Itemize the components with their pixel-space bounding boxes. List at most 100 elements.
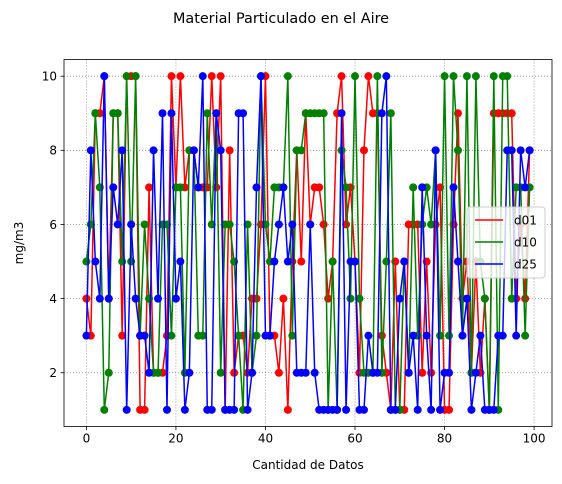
data-point-d10 <box>489 72 498 81</box>
y-tick-label: 6 <box>49 218 57 232</box>
data-point-d10 <box>507 294 516 303</box>
legend-label-d01: d01 <box>514 214 537 228</box>
data-point-d25 <box>391 405 400 414</box>
plot-frame <box>63 59 553 427</box>
data-point-d10 <box>198 331 207 340</box>
data-point-d25 <box>230 405 239 414</box>
data-point-d10 <box>176 183 185 192</box>
data-point-d10 <box>154 368 163 377</box>
data-point-d10 <box>145 294 154 303</box>
data-point-d01 <box>319 220 328 229</box>
data-point-d25 <box>256 72 265 81</box>
data-point-d25 <box>189 146 198 155</box>
data-point-d25 <box>342 405 351 414</box>
data-point-d10 <box>440 72 449 81</box>
data-point-d10 <box>243 220 252 229</box>
data-point-d10 <box>167 331 176 340</box>
data-point-d25 <box>462 294 471 303</box>
data-point-d25 <box>270 257 279 266</box>
data-point-d10 <box>297 146 306 155</box>
data-point-d10 <box>480 294 489 303</box>
data-point-d25 <box>310 368 319 377</box>
data-point-d01 <box>297 257 306 266</box>
series-line-d25 <box>85 75 531 411</box>
data-point-d10 <box>82 257 91 266</box>
data-point-d25 <box>131 294 140 303</box>
data-point-d25 <box>145 368 154 377</box>
data-point-d10 <box>449 72 458 81</box>
data-point-d25 <box>91 257 100 266</box>
data-point-d25 <box>498 331 507 340</box>
data-point-d10 <box>355 294 364 303</box>
data-point-d10 <box>288 331 297 340</box>
legend: d01 d10 d25 <box>466 206 546 279</box>
data-point-d25 <box>351 257 360 266</box>
data-point-d25 <box>283 257 292 266</box>
data-point-d25 <box>525 146 534 155</box>
data-point-d25 <box>395 294 404 303</box>
data-point-d25 <box>476 331 485 340</box>
tick-layer: 0 20 40 60 80 100 2 4 6 8 10 <box>42 69 546 445</box>
y-tick-label: 8 <box>49 144 57 158</box>
data-point-d25 <box>198 72 207 81</box>
data-point-d25 <box>86 146 95 155</box>
data-point-d10 <box>521 331 530 340</box>
legend-label-d10: d10 <box>514 236 537 250</box>
data-point-d25 <box>418 183 427 192</box>
y-tick-label: 2 <box>49 366 57 380</box>
data-point-d25 <box>248 368 257 377</box>
data-point-d25 <box>288 220 297 229</box>
data-point-d25 <box>445 368 454 377</box>
data-point-d25 <box>301 368 310 377</box>
data-point-d25 <box>82 331 91 340</box>
data-point-d25 <box>400 257 409 266</box>
data-point-d10 <box>113 109 122 118</box>
data-point-d10 <box>427 220 436 229</box>
data-point-d25 <box>167 109 176 118</box>
data-point-d25 <box>104 294 113 303</box>
data-point-d25 <box>409 331 418 340</box>
data-point-d10 <box>162 220 171 229</box>
data-point-d25 <box>382 72 391 81</box>
data-point-d25 <box>140 331 149 340</box>
data-point-d25 <box>521 183 530 192</box>
data-point-d25 <box>149 146 158 155</box>
data-point-d10 <box>346 294 355 303</box>
data-point-d25 <box>512 331 521 340</box>
data-point-d10 <box>436 331 445 340</box>
data-point-d10 <box>225 220 234 229</box>
data-point-d10 <box>207 220 216 229</box>
data-point-d25 <box>453 257 462 266</box>
data-point-d01 <box>167 72 176 81</box>
data-point-d25 <box>364 331 373 340</box>
data-point-d10 <box>462 72 471 81</box>
data-point-d25 <box>279 183 288 192</box>
data-point-d25 <box>436 405 445 414</box>
data-point-d25 <box>113 220 122 229</box>
data-point-d25 <box>194 183 203 192</box>
data-point-d10 <box>91 109 100 118</box>
x-tick-label: 80 <box>437 432 452 446</box>
data-point-d25 <box>507 146 516 155</box>
data-point-d25 <box>458 331 467 340</box>
data-point-d10 <box>252 331 261 340</box>
data-point-d25 <box>100 72 109 81</box>
data-point-d10 <box>140 220 149 229</box>
data-point-d01 <box>445 405 454 414</box>
data-point-d25 <box>122 405 131 414</box>
legend-box <box>466 206 546 279</box>
data-point-d10 <box>471 72 480 81</box>
data-point-d25 <box>127 220 136 229</box>
data-point-d01 <box>283 405 292 414</box>
data-point-d01 <box>315 183 324 192</box>
data-point-d25 <box>207 405 216 414</box>
data-point-d25 <box>185 368 194 377</box>
data-point-d25 <box>158 109 167 118</box>
data-point-d25 <box>471 368 480 377</box>
data-point-d25 <box>427 405 436 414</box>
data-point-d25 <box>359 405 368 414</box>
data-point-d01 <box>216 72 225 81</box>
data-point-d10 <box>328 257 337 266</box>
x-tick-label: 20 <box>168 432 183 446</box>
